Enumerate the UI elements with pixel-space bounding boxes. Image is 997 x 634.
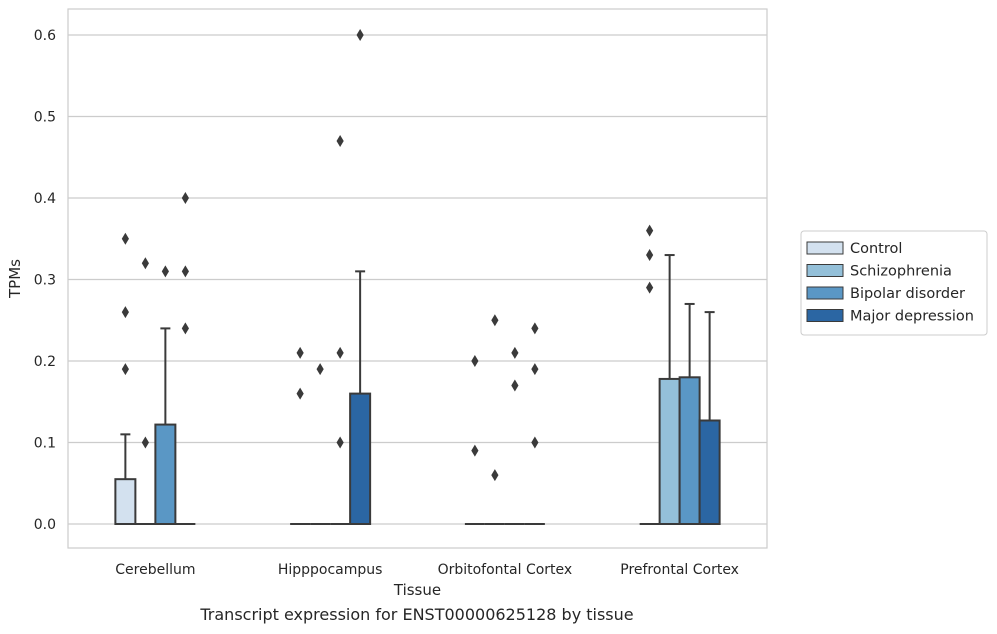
- outlier-point: [336, 436, 344, 449]
- outlier-point: [646, 249, 654, 262]
- outlier-point: [511, 379, 519, 392]
- box-body: [114, 478, 137, 525]
- x-tick-label: Prefrontal Cortex: [620, 562, 739, 578]
- legend-label: Control: [850, 241, 902, 257]
- y-axis-ticks: 0.0 0.1 0.2 0.3 0.4 0.5 0.6: [34, 28, 56, 533]
- y-tick-label: 0.1: [34, 436, 56, 452]
- y-tick-label: 0.2: [34, 354, 56, 370]
- box-body: [698, 419, 721, 525]
- outlier-point: [121, 363, 129, 376]
- figure-caption: Transcript expression for ENST0000062512…: [200, 605, 634, 624]
- outlier-point: [181, 192, 189, 204]
- legend-frame: [800, 230, 988, 336]
- outlier-point: [296, 387, 304, 400]
- y-axis-label: TPMs: [6, 259, 24, 299]
- y-tick-label: 0.3: [34, 273, 56, 289]
- legend-item: Bipolar disorder: [806, 286, 965, 302]
- outlier-point: [491, 469, 499, 482]
- box: [154, 327, 177, 526]
- outlier-point: [336, 346, 344, 359]
- box-body: [678, 376, 701, 525]
- box: [114, 433, 137, 525]
- legend-label: Bipolar disorder: [850, 286, 965, 302]
- outlier-point: [531, 322, 539, 335]
- legend-label: Major depression: [850, 309, 974, 325]
- outlier-point: [141, 257, 149, 270]
- y-tick-label: 0.5: [34, 110, 56, 126]
- outliers: [121, 29, 654, 482]
- outlier-point: [336, 134, 344, 147]
- outlier-point: [471, 355, 479, 367]
- outlier-point: [471, 444, 479, 457]
- plot-frame: [67, 8, 768, 549]
- outlier-point: [161, 265, 169, 278]
- outlier-point: [181, 265, 189, 278]
- outlier-point: [491, 314, 499, 327]
- outlier-point: [646, 224, 654, 237]
- boxes: [114, 254, 721, 526]
- legend-swatch: [806, 286, 844, 300]
- x-tick-label: Cerebellum: [115, 562, 195, 578]
- x-axis-label: Tissue: [393, 581, 441, 599]
- box: [698, 311, 721, 525]
- box: [658, 254, 681, 525]
- y-tick-label: 0.6: [34, 28, 56, 44]
- outlier-point: [646, 281, 654, 294]
- outlier-point: [141, 436, 149, 449]
- outlier-point: [296, 346, 304, 359]
- outlier-point: [121, 306, 129, 319]
- outlier-point: [531, 363, 539, 376]
- outlier-point: [181, 322, 189, 335]
- box-body: [658, 377, 681, 525]
- x-tick-label: Hipppocampus: [278, 562, 383, 578]
- box: [349, 270, 372, 525]
- y-tick-label: 0.0: [34, 517, 56, 533]
- legend: Control Schizophrenia Bipolar disorder Majo…: [800, 230, 988, 336]
- outlier-point: [356, 29, 364, 41]
- legend-swatch: [806, 241, 844, 255]
- legend-item: Major depression: [806, 309, 974, 325]
- legend-swatch: [806, 309, 844, 322]
- box: [678, 302, 701, 525]
- x-axis-ticks: Cerebellum Hipppocampus Orbitofontal Corte…: [115, 562, 739, 578]
- outlier-point: [511, 346, 519, 359]
- x-tick-label: Orbitofontal Cortex: [438, 562, 573, 578]
- legend-label: Schizophrenia: [850, 264, 952, 280]
- legend-item: Control: [806, 241, 902, 257]
- box-body: [349, 392, 372, 525]
- legend-item: Schizophrenia: [806, 264, 952, 280]
- y-tick-label: 0.4: [34, 191, 56, 207]
- outlier-point: [531, 436, 539, 449]
- outlier-point: [316, 363, 324, 376]
- legend-swatch: [806, 264, 844, 277]
- outlier-point: [121, 232, 129, 245]
- box-body: [154, 423, 177, 526]
